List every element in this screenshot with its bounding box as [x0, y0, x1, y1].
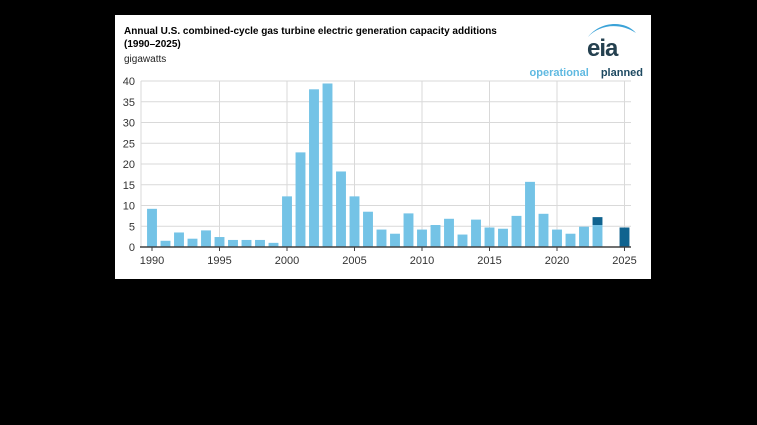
y-tick-label-25: 25	[123, 138, 135, 150]
eia-logo-swoosh-icon	[588, 24, 636, 37]
bar-operational-2022	[579, 226, 589, 247]
x-tick-label-2005: 2005	[342, 255, 366, 267]
y-tick-label-40: 40	[123, 76, 135, 88]
bar-operational-2012	[444, 218, 454, 247]
bar-operational-1996	[228, 239, 238, 247]
bar-operational-2003	[322, 83, 333, 248]
bar-operational-1995	[214, 237, 225, 247]
bar-operational-2014	[471, 219, 481, 247]
x-tick-label-1995: 1995	[207, 255, 231, 267]
y-tick-label-0: 0	[129, 242, 135, 254]
bar-operational-2008	[390, 233, 400, 247]
bar-operational-2019	[538, 213, 549, 247]
bar-operational-2016	[498, 228, 508, 247]
bar-operational-2006	[363, 211, 373, 247]
bar-operational-1994	[201, 230, 211, 247]
bar-operational-2002	[309, 89, 319, 247]
bar-operational-1990	[147, 208, 157, 247]
chart-title-line2: (1990–2025)	[124, 39, 181, 50]
bar-operational-2007	[376, 229, 387, 247]
bar-operational-2020	[552, 229, 562, 247]
chart-legend: operational planned	[530, 67, 643, 79]
eia-logo-text: eia	[587, 35, 619, 62]
bar-operational-2004	[336, 171, 346, 247]
x-tick-label-2000: 2000	[275, 255, 299, 267]
bar-operational-2021	[565, 233, 576, 247]
x-tick-label-2025: 2025	[612, 255, 636, 267]
y-tick-label-20: 20	[123, 159, 135, 171]
y-tick-label-10: 10	[123, 201, 135, 213]
chart-header: Annual U.S. combined-cycle gas turbine e…	[124, 25, 564, 66]
y-tick-label-30: 30	[123, 118, 135, 130]
bar-operational-2000	[282, 196, 292, 247]
bar-operational-2005	[349, 196, 360, 247]
x-tick-label-2020: 2020	[545, 255, 569, 267]
bar-operational-1993	[187, 238, 198, 247]
bar-operational-1997	[241, 239, 252, 247]
bar-operational-2011	[430, 225, 441, 247]
chart-unit-label: gigawatts	[124, 54, 167, 65]
bar-planned-2025	[619, 227, 630, 247]
eia-logo: eia	[587, 24, 636, 62]
bar-operational-1991	[160, 240, 171, 247]
bar-operational-2001	[295, 152, 306, 247]
y-tick-label-5: 5	[129, 221, 135, 233]
bar-planned-2023	[592, 217, 603, 226]
chart-title-line1: Annual U.S. combined-cycle gas turbine e…	[124, 26, 497, 37]
y-tick-label-15: 15	[123, 180, 135, 192]
y-tick-label-35: 35	[123, 97, 135, 109]
bar-operational-1992	[174, 232, 184, 247]
bar-operational-1999	[268, 242, 279, 247]
bar-operational-2023	[592, 225, 603, 247]
legend-operational: operational	[529, 67, 589, 79]
bar-operational-2013	[457, 234, 468, 247]
bar-operational-2018	[525, 181, 535, 247]
capacity-additions-bar-chart: 1990 1995 2000 2005 2010 2015 2020 202505101520…	[123, 76, 637, 267]
bar-operational-2010	[417, 229, 427, 247]
chart-card: 1990 1995 2000 2005 2010 2015 2020 2025 0 5 10 15 20…	[115, 15, 651, 279]
bar-operational-1998	[255, 239, 265, 247]
legend-planned: planned	[600, 67, 643, 79]
x-tick-label-2015: 2015	[477, 255, 501, 267]
bar-operational-2015	[484, 227, 495, 247]
x-tick-label-1990: 1990	[140, 255, 164, 267]
bar-operational-2009	[403, 213, 414, 247]
bar-operational-2017	[511, 215, 522, 247]
x-tick-label-2010: 2010	[410, 255, 434, 267]
